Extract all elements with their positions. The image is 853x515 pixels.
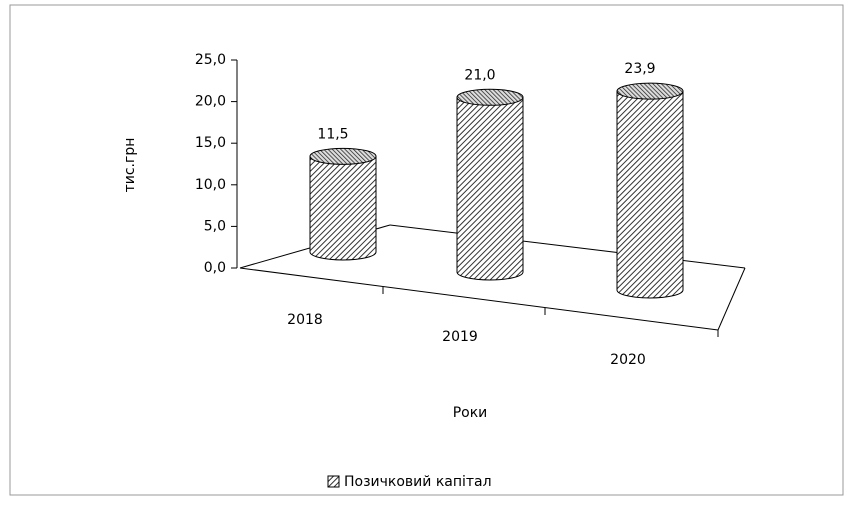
chart-frame (9, 4, 844, 496)
cylinder-body (616, 90, 684, 299)
x-tick-label: 2018 (287, 312, 323, 328)
cylinder-top (456, 88, 524, 106)
legend-swatch (327, 475, 340, 488)
x-axis-title: Роки (453, 405, 488, 421)
data-label: 11,5 (317, 126, 348, 142)
cylinder-top (616, 82, 684, 100)
legend-label: Позичковий капітал (344, 474, 492, 490)
cylinder-top (309, 147, 377, 165)
cylinder-body (456, 96, 524, 281)
y-tick-label: 10,0 (195, 177, 226, 193)
y-tick-label: 20,0 (195, 94, 226, 110)
cylinder-body (309, 155, 377, 261)
y-axis-title: тис.грн (122, 138, 138, 193)
x-tick-label: 2019 (442, 329, 478, 345)
y-tick-label: 15,0 (195, 135, 226, 151)
x-tick-label: 2020 (610, 352, 646, 368)
data-label: 21,0 (464, 67, 495, 83)
data-label: 23,9 (624, 61, 655, 77)
y-tick-label: 5,0 (204, 218, 226, 234)
y-tick-label: 0,0 (204, 260, 226, 276)
y-tick-label: 25,0 (195, 52, 226, 68)
